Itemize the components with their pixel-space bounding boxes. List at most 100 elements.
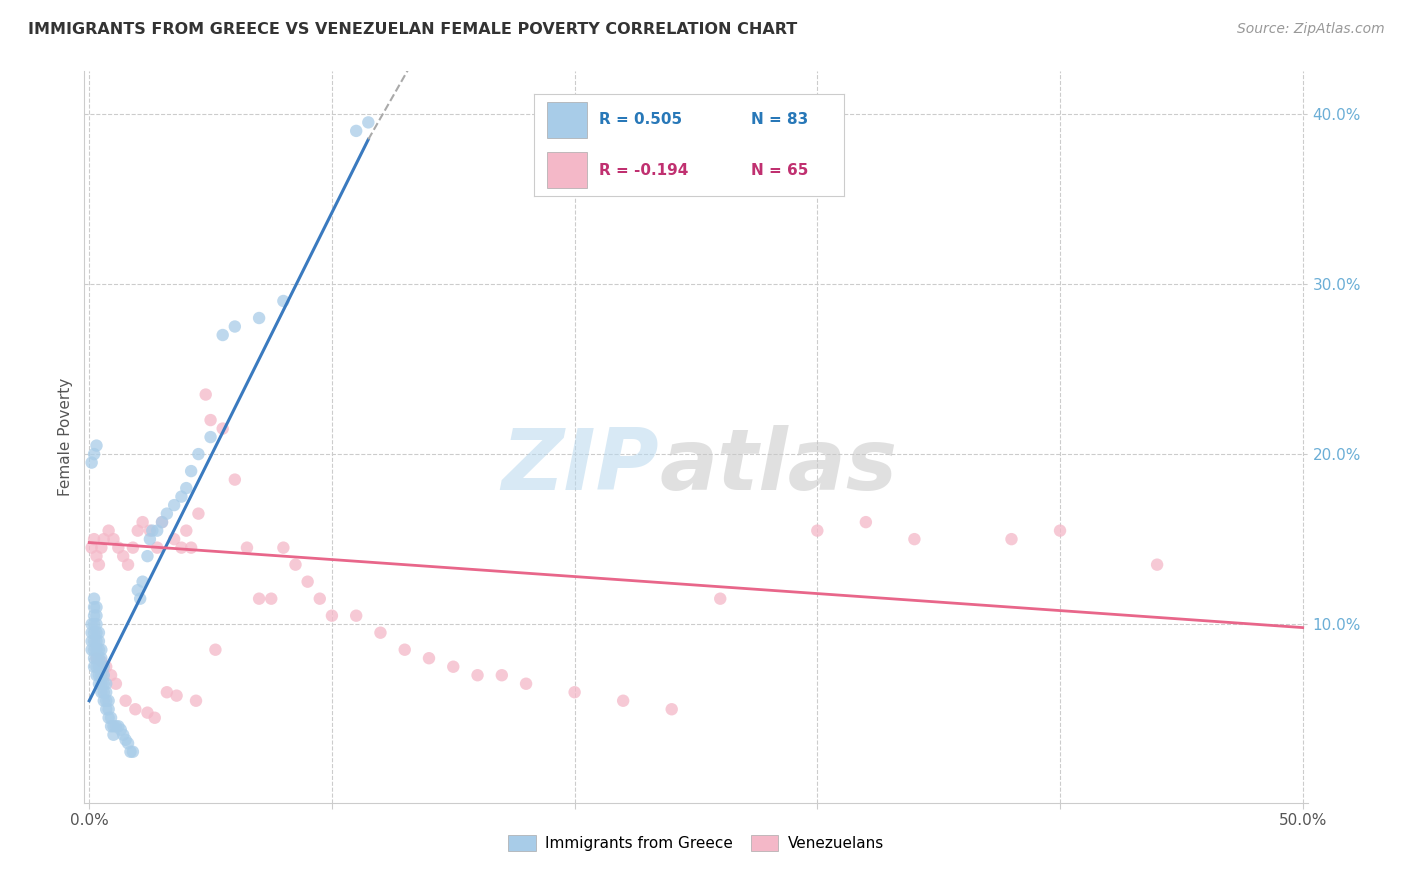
Point bbox=[83, 617, 105, 632]
Point bbox=[127, 583, 149, 598]
Point bbox=[96, 702, 118, 716]
Point bbox=[97, 711, 120, 725]
Text: R = -0.194: R = -0.194 bbox=[599, 162, 689, 178]
Point bbox=[90, 655, 112, 669]
Point bbox=[103, 728, 125, 742]
Point bbox=[87, 677, 110, 691]
Point bbox=[661, 702, 683, 716]
Point bbox=[83, 634, 105, 648]
Point bbox=[93, 677, 115, 691]
Point bbox=[83, 642, 105, 657]
Point bbox=[297, 574, 319, 589]
Point bbox=[86, 625, 108, 640]
Point bbox=[122, 745, 145, 759]
Point bbox=[90, 642, 112, 657]
Point bbox=[83, 600, 105, 615]
Text: R = 0.505: R = 0.505 bbox=[599, 112, 682, 128]
Point bbox=[83, 651, 105, 665]
Point bbox=[97, 524, 120, 538]
Point bbox=[150, 515, 173, 529]
Point bbox=[612, 694, 634, 708]
Point bbox=[87, 668, 110, 682]
Text: Source: ZipAtlas.com: Source: ZipAtlas.com bbox=[1237, 22, 1385, 37]
Point bbox=[194, 387, 217, 401]
Point bbox=[87, 634, 110, 648]
Point bbox=[117, 558, 139, 572]
Point bbox=[200, 413, 222, 427]
Point bbox=[83, 608, 105, 623]
Point bbox=[806, 524, 828, 538]
Point bbox=[110, 723, 132, 737]
Point bbox=[187, 507, 209, 521]
Point bbox=[127, 524, 149, 538]
Text: IMMIGRANTS FROM GREECE VS VENEZUELAN FEMALE POVERTY CORRELATION CHART: IMMIGRANTS FROM GREECE VS VENEZUELAN FEM… bbox=[28, 22, 797, 37]
Point bbox=[93, 668, 115, 682]
Point bbox=[709, 591, 731, 606]
Point bbox=[308, 591, 330, 606]
Point bbox=[103, 532, 125, 546]
Point bbox=[211, 421, 233, 435]
Point bbox=[467, 668, 489, 682]
Point bbox=[86, 439, 108, 453]
Point bbox=[83, 625, 105, 640]
Point bbox=[170, 490, 193, 504]
Point bbox=[87, 659, 110, 673]
Point bbox=[80, 617, 103, 632]
Point bbox=[80, 634, 103, 648]
Point bbox=[87, 558, 110, 572]
Point bbox=[103, 719, 125, 733]
Point bbox=[100, 668, 122, 682]
Point bbox=[80, 456, 103, 470]
Point bbox=[107, 541, 129, 555]
Point bbox=[86, 549, 108, 563]
Point bbox=[1000, 532, 1022, 546]
Point bbox=[86, 659, 108, 673]
Y-axis label: Female Poverty: Female Poverty bbox=[58, 378, 73, 496]
Point bbox=[96, 694, 118, 708]
Point bbox=[284, 558, 307, 572]
Point bbox=[180, 464, 202, 478]
Point bbox=[1146, 558, 1168, 572]
Point bbox=[903, 532, 925, 546]
Point bbox=[96, 685, 118, 699]
Point bbox=[87, 642, 110, 657]
Point bbox=[174, 524, 197, 538]
Point bbox=[114, 694, 136, 708]
Point bbox=[96, 677, 118, 691]
Point bbox=[163, 532, 186, 546]
Legend: Immigrants from Greece, Venezuelans: Immigrants from Greece, Venezuelans bbox=[502, 830, 890, 857]
Point bbox=[394, 642, 416, 657]
Point bbox=[93, 532, 115, 546]
Point bbox=[120, 745, 142, 759]
Point bbox=[87, 651, 110, 665]
Point bbox=[87, 625, 110, 640]
Point bbox=[90, 541, 112, 555]
Point bbox=[100, 711, 122, 725]
Point bbox=[170, 541, 193, 555]
Point bbox=[80, 541, 103, 555]
Point bbox=[143, 711, 166, 725]
Point bbox=[321, 608, 343, 623]
Point bbox=[564, 685, 586, 699]
Point bbox=[441, 659, 464, 673]
Point bbox=[90, 668, 112, 682]
Point bbox=[166, 689, 188, 703]
Point bbox=[260, 591, 283, 606]
Point bbox=[150, 515, 173, 529]
Point bbox=[104, 677, 127, 691]
Point bbox=[247, 591, 270, 606]
Point bbox=[100, 719, 122, 733]
Point bbox=[370, 625, 392, 640]
Point bbox=[131, 574, 153, 589]
Point bbox=[273, 293, 295, 308]
Point bbox=[236, 541, 259, 555]
Point bbox=[204, 642, 226, 657]
Point bbox=[855, 515, 877, 529]
Point bbox=[515, 677, 537, 691]
Point bbox=[156, 685, 179, 699]
Point bbox=[136, 706, 159, 720]
Point bbox=[200, 430, 222, 444]
Point bbox=[90, 651, 112, 665]
Point bbox=[93, 685, 115, 699]
Point bbox=[80, 642, 103, 657]
